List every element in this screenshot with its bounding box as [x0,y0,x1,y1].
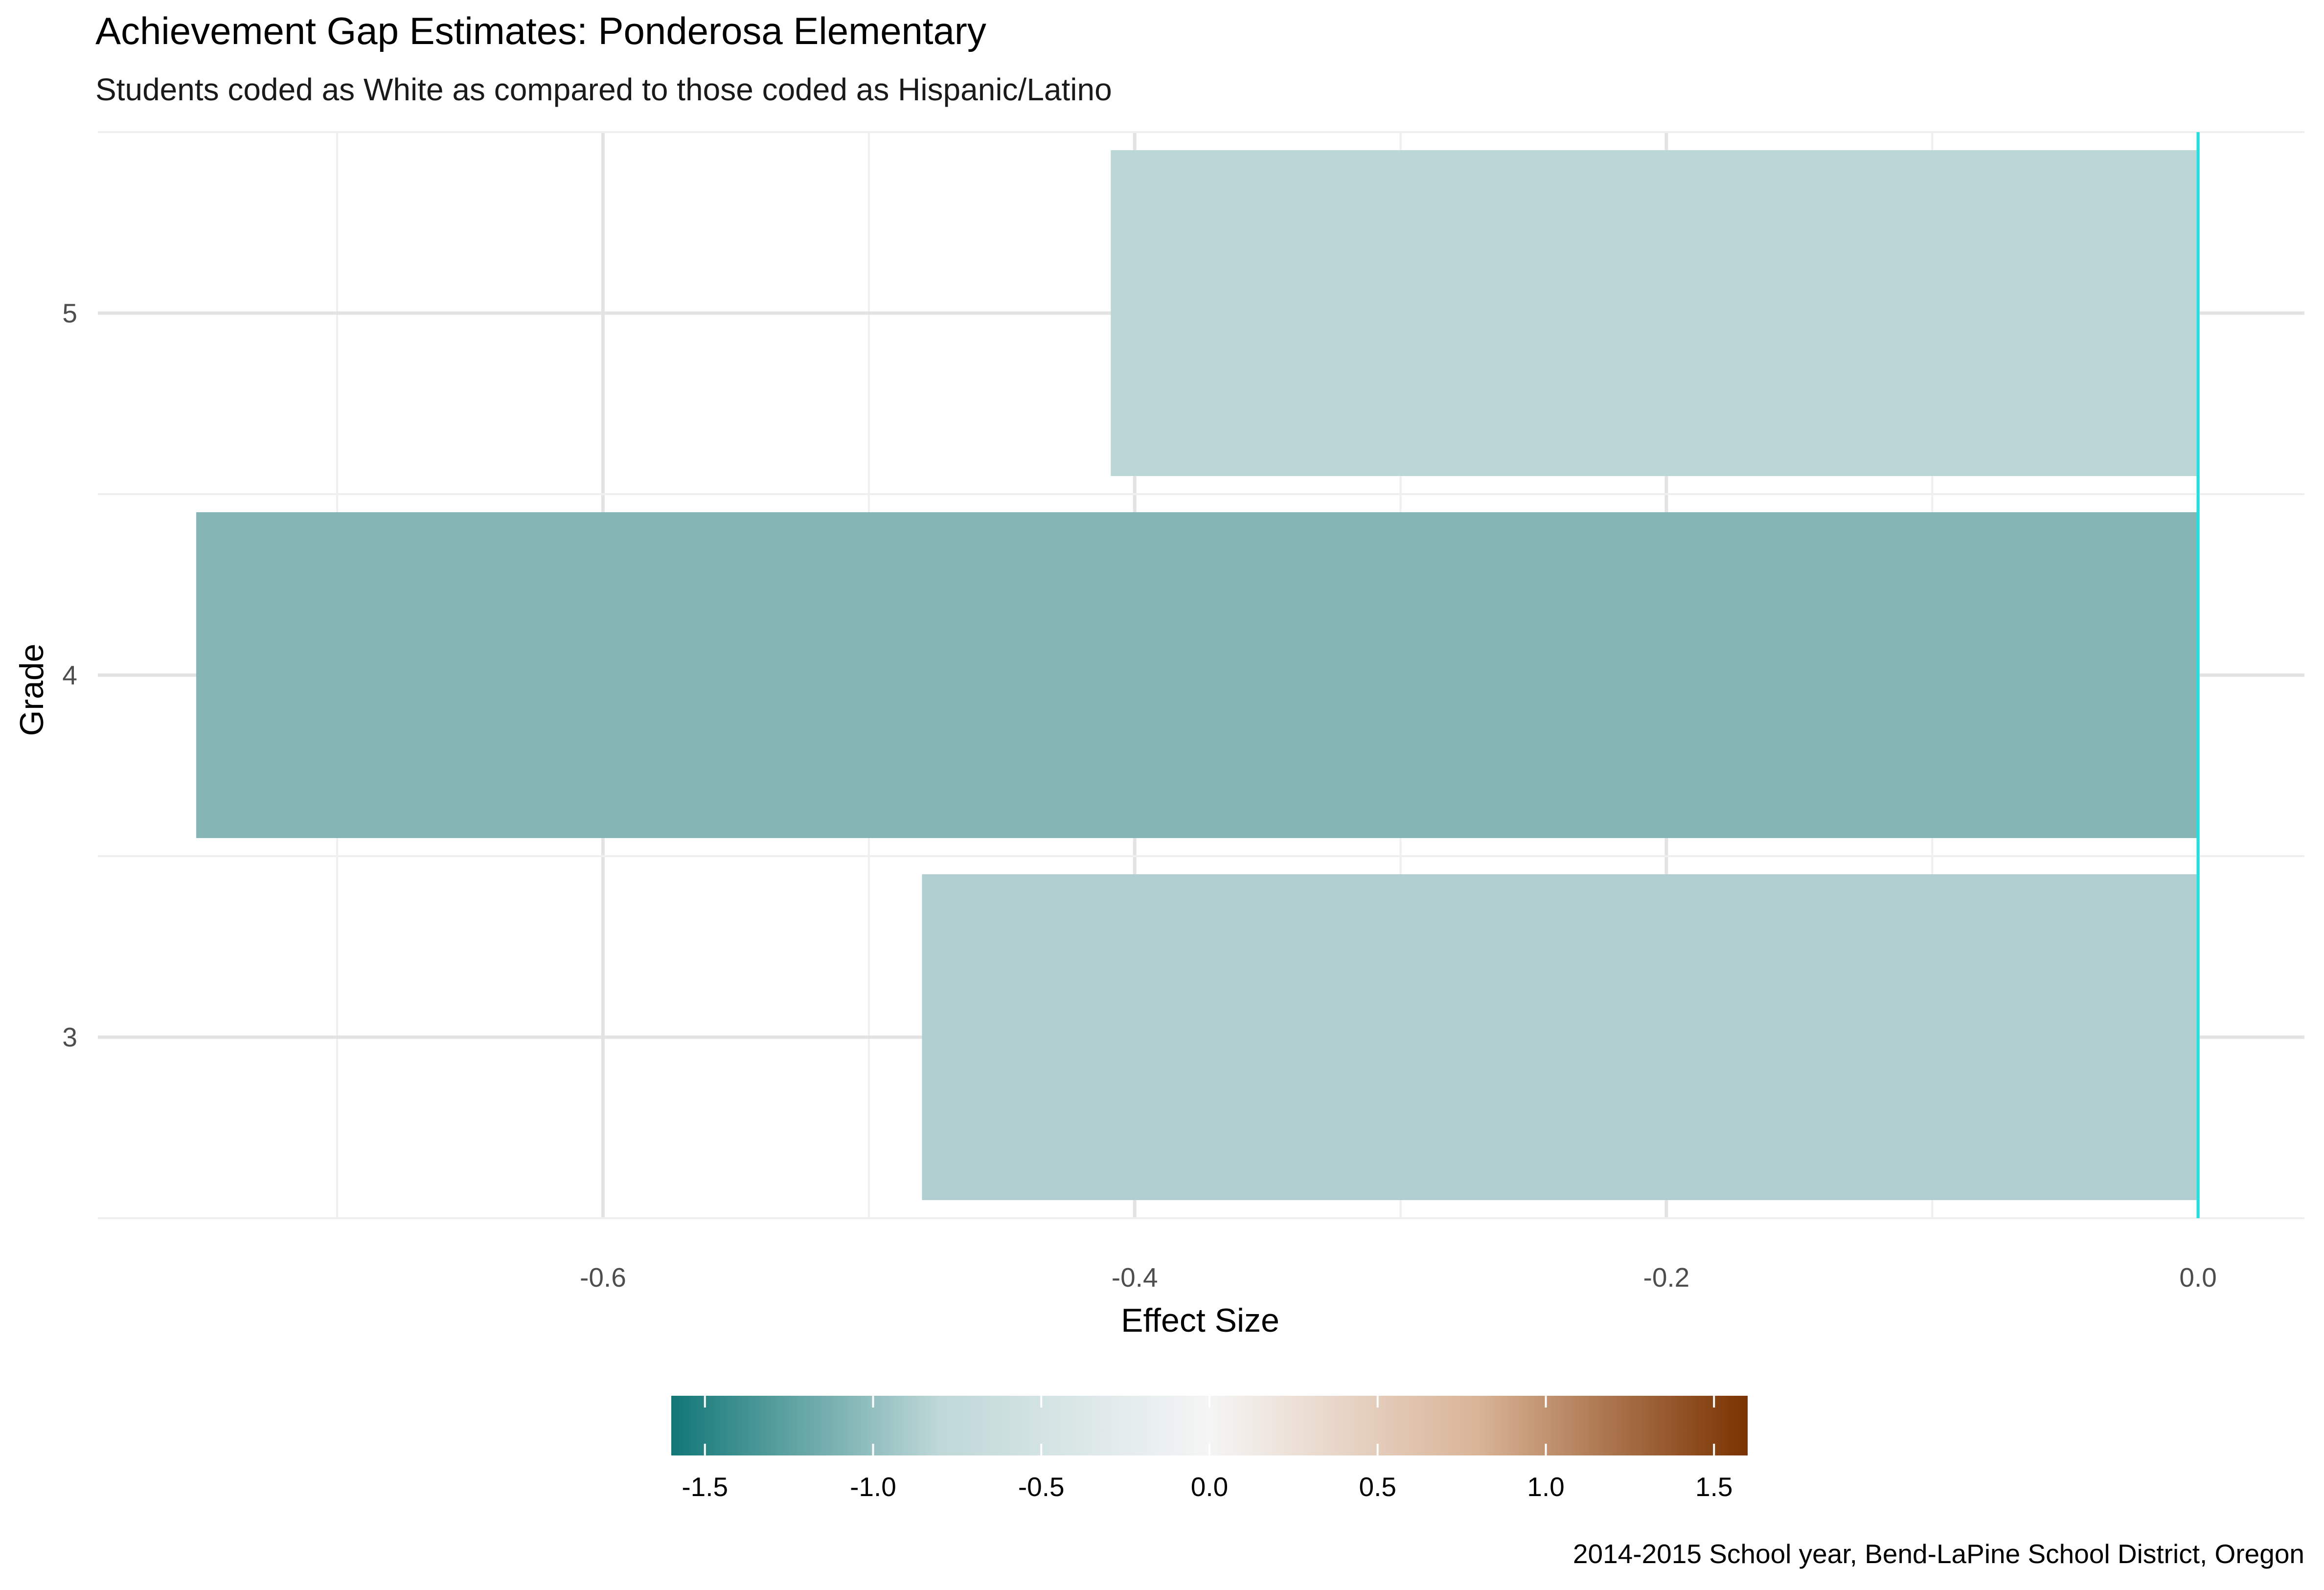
legend-tick-label: -1.5 [682,1472,728,1502]
y-tick-label: 3 [62,1022,77,1052]
bar-grade-3 [922,874,2198,1200]
legend-tick-label: 1.5 [1695,1472,1732,1502]
bars-layer [196,150,2198,1200]
legend-tick-label: -1.0 [850,1472,896,1502]
bar-grade-4 [196,512,2198,838]
y-axis-tick-labels: 3 4 5 [62,298,77,1052]
x-axis-tick-labels: -0.6 -0.4 -0.2 0.0 [580,1262,2217,1293]
legend-tick-marks [704,1396,1715,1455]
chart-subtitle: Students coded as White as compared to t… [95,72,1112,107]
y-tick-label: 5 [62,298,77,328]
legend-tick-label: 0.5 [1359,1472,1396,1502]
bar-grade-5 [1111,150,2198,476]
x-tick-label: -0.2 [1643,1262,1690,1293]
y-tick-label: 4 [62,660,77,690]
chart-title: Achievement Gap Estimates: Ponderosa Ele… [95,9,986,52]
legend-tick-label: 0.0 [1191,1472,1228,1502]
legend-tick-label: 1.0 [1527,1472,1564,1502]
x-axis-label: Effect Size [1121,1302,1279,1339]
color-legend: -1.5 -1.0 -0.5 0.0 0.5 1.0 1.5 [671,1396,1748,1502]
y-axis-label: Grade [13,644,50,736]
legend-tick-labels: -1.5 -1.0 -0.5 0.0 0.5 1.0 1.5 [682,1472,1732,1502]
x-tick-label: -0.6 [580,1262,626,1293]
legend-tick-label: -0.5 [1018,1472,1065,1502]
chart-caption: 2014-2015 School year, Bend-LaPine Schoo… [1573,1539,2304,1569]
x-tick-label: -0.4 [1112,1262,1158,1293]
plot-area [98,131,2304,1219]
x-tick-label: 0.0 [2179,1262,2216,1293]
